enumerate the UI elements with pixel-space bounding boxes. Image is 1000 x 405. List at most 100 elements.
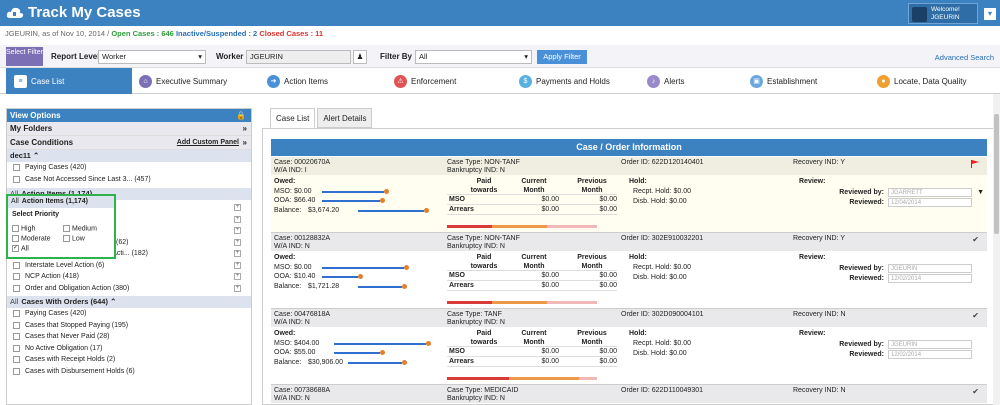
checkbox[interactable] [13,273,20,280]
reviewed-by-input[interactable]: JGARRETT [888,188,972,197]
person-icon[interactable]: ♟ [353,50,367,64]
open-cases[interactable]: Open Cases : 646 [111,29,174,38]
scrollbar-thumb[interactable] [994,114,999,234]
red-flag-icon[interactable] [971,160,979,168]
user-menu[interactable]: Welcome! JGEURIN [908,3,978,24]
expand-icon[interactable]: + [234,273,241,280]
case-row[interactable]: Case: 00128832A W/A IND: N Case Type: NON… [271,233,987,309]
case-header[interactable]: Case: 00020670A W/A IND: I Case Type: NON… [271,157,987,175]
select-filter-button[interactable]: Select Filter [6,47,43,66]
checkbox[interactable] [13,164,20,171]
expand-icon[interactable]: + [234,238,241,246]
field-value[interactable]: 00738688A [294,387,331,394]
nav-enforcement[interactable]: ⚠ Enforcement [394,68,456,94]
checkbox[interactable] [63,235,70,242]
field-value[interactable]: 00476818A [294,311,331,318]
checkbox[interactable] [13,367,20,375]
my-folders-row[interactable]: My Folders » [7,122,251,136]
list-item[interactable]: NCP Action (418) + [7,271,251,283]
priority-all[interactable]: ✓ All [12,245,29,252]
field-value[interactable]: 00020670A [294,159,331,166]
case-conditions-row[interactable]: Case Conditions Add Custom Panel» [7,136,251,150]
case-header[interactable]: Case: 00738688A W/A IND: N Case Type: MED… [271,385,987,403]
checkbox[interactable] [13,261,20,269]
checkbox[interactable] [13,356,20,363]
reviewed-by-input[interactable]: JGEURIN [888,340,972,349]
checkbox-checked[interactable]: ✓ [12,245,19,252]
advanced-search-link[interactable]: Advanced Search [934,53,994,62]
list-item[interactable]: Order and Obligation Action (380) + [7,283,251,295]
checkbox[interactable] [13,175,20,183]
list-item[interactable]: Interstate Level Action (6) + [7,260,251,272]
reviewed-date-input[interactable]: 12/02/2014 [888,350,972,359]
list-item[interactable]: Cases with Receipt Holds (2) [7,354,251,366]
nav-establishment[interactable]: ▣ Establishment [750,68,817,94]
chevron-down-icon[interactable]: ▾ [984,8,996,20]
expand-icon[interactable]: + [234,250,241,257]
checkbox[interactable] [13,284,20,292]
priority-medium[interactable]: Medium [63,225,97,232]
list-item[interactable]: (62) + [7,237,251,249]
priority-low[interactable]: Low [63,235,85,242]
case-row[interactable]: Case: 00020670A W/A IND: I Case Type: NON… [271,157,987,233]
filter-by-select[interactable]: All ▾ [415,50,532,64]
case-header[interactable]: Case: 00476818A W/A IND: N Case Type: TAN… [271,309,987,327]
reviewed-by-input[interactable]: JGEURIN [888,264,972,273]
nav-case-list[interactable]: ≡ Case List [6,68,132,94]
inactive-cases[interactable]: Inactive/Suspended : 2 [175,29,258,38]
case-row[interactable]: Case: 00476818A W/A IND: N Case Type: TAN… [271,309,987,385]
expand-icon[interactable]: + [234,284,241,292]
reviewed-date-input[interactable]: 12/04/2014 [888,198,972,207]
all-toggle[interactable]: All [10,297,19,306]
checkbox[interactable] [13,333,20,340]
closed-cases[interactable]: Closed Cases : 11 [259,29,324,38]
mso-dot [426,340,431,346]
apply-filter-button[interactable]: Apply Filter [537,50,587,64]
list-item[interactable]: + [7,202,251,214]
case-row[interactable]: Case: 00738688A W/A IND: N Case Type: MED… [271,385,987,405]
tab-alert-details[interactable]: Alert Details [317,108,373,128]
expand-icon[interactable]: + [234,204,241,211]
list-item[interactable]: No Active Obligation (17) [7,343,251,355]
list-item[interactable]: + [7,225,251,237]
field-value[interactable]: 00128832A [294,235,331,242]
expand-icon[interactable]: + [234,261,241,269]
view-options-header[interactable]: View Options 🔒 [7,109,251,122]
all-toggle[interactable]: All [10,189,18,198]
chevron-down-icon[interactable]: ▼ [977,189,984,196]
list-item[interactable]: Paying Cases (420) [7,162,251,174]
priority-high[interactable]: High [12,225,35,232]
scrollbar[interactable] [993,94,1000,405]
expand-icon[interactable]: + [234,215,241,223]
list-item[interactable]: Cases with Disbursement Holds (6) [7,366,251,378]
all-toggle[interactable]: All [11,198,19,205]
nav-action-items[interactable]: ➜ Action Items [267,68,328,94]
group-cases-with-orders[interactable]: All Cases With Orders (644) ⌃ [7,296,251,308]
expand-icon[interactable]: + [234,227,241,234]
list-item[interactable]: Cases that Never Paid (28) [7,331,251,343]
checkbox[interactable] [12,225,19,232]
priority-moderate[interactable]: Moderate [12,235,51,242]
nav-executive-summary[interactable]: ⌂ Executive Summary [139,68,227,94]
report-level-select[interactable]: Worker ▾ [98,50,206,64]
checkbox[interactable] [13,321,20,329]
nav-payments-holds[interactable]: $ Payments and Holds [519,68,610,94]
add-custom-panel-link[interactable]: Add Custom Panel [176,139,239,146]
nav-alerts[interactable]: ♪ Alerts [647,68,684,94]
checkbox[interactable] [13,344,20,352]
checkbox[interactable] [63,225,70,232]
tab-case-list[interactable]: Case List [270,108,316,128]
checkbox[interactable] [12,235,19,242]
nav-locate[interactable]: ● Locate, Data Quality [877,68,966,94]
worker-field[interactable]: JGEURIN [246,50,351,64]
list-item[interactable]: Cases that Stopped Paying (195) [7,320,251,332]
checkbox[interactable] [13,310,20,317]
list-item[interactable]: Paying Cases (420) [7,308,251,320]
group-dec11[interactable]: dec11 ⌃ [7,150,251,162]
case-header[interactable]: Case: 00128832A W/A IND: N Case Type: NON… [271,233,987,251]
reviewed-date-input[interactable]: 12/02/2014 [888,274,972,283]
field-value: N [499,243,505,250]
list-item[interactable]: + [7,214,251,226]
list-item[interactable]: Case Not Accessed Since Last 3... (457) [7,174,251,186]
priority-header[interactable]: All Action Items (1,174) [8,196,114,208]
